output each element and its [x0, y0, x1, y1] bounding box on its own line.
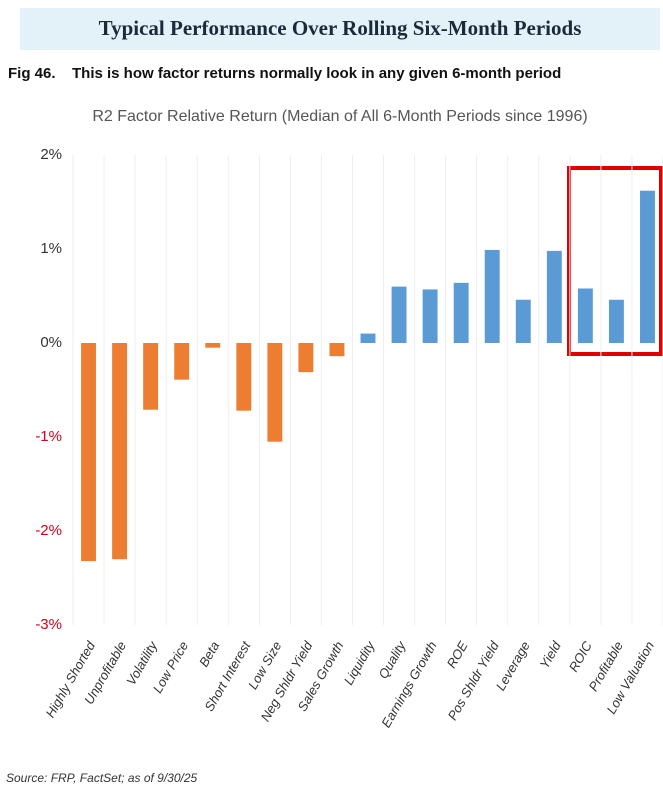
bar	[453, 282, 469, 343]
bar	[112, 343, 128, 560]
x-tick-label: ROE	[444, 638, 471, 670]
figure-caption: This is how factor returns normally look…	[72, 65, 561, 82]
bar	[577, 288, 593, 343]
bar	[422, 289, 438, 343]
bar	[640, 190, 655, 343]
x-tick-label: Liquidity	[341, 637, 379, 687]
x-tick-label: ROIC	[566, 638, 596, 674]
highlight-box	[567, 166, 663, 356]
bar	[546, 250, 562, 343]
y-tick-label: -3%	[35, 616, 62, 633]
figure-number: Fig 46.	[8, 65, 56, 82]
x-tick-label: Yield	[537, 638, 565, 671]
bar	[484, 249, 500, 343]
bar	[608, 299, 624, 343]
bar	[298, 343, 314, 373]
x-tick-label: Beta	[196, 639, 222, 670]
bar	[174, 343, 190, 380]
bar	[81, 343, 96, 562]
source-note: Source: FRP, FactSet; as of 9/30/25	[6, 771, 198, 785]
bar	[329, 343, 345, 357]
page-heading: Typical Performance Over Rolling Six-Mon…	[99, 16, 582, 40]
bar	[236, 343, 252, 411]
chart-title: R2 Factor Relative Return (Median of All…	[92, 108, 587, 125]
bar	[143, 343, 159, 410]
y-tick-label: 0%	[40, 334, 62, 351]
bar	[391, 286, 407, 343]
y-tick-label: -1%	[35, 428, 62, 445]
bar	[205, 343, 221, 348]
x-tick-label: Highly Shorted	[42, 638, 98, 720]
y-tick-label: 1%	[40, 240, 62, 257]
bar	[360, 333, 376, 343]
x-tick-label: Quality	[375, 637, 409, 681]
y-tick-label: -2%	[35, 522, 62, 539]
banner-background	[20, 8, 660, 50]
y-tick-label: 2%	[40, 146, 62, 163]
bar	[515, 299, 531, 343]
bar	[267, 343, 283, 442]
